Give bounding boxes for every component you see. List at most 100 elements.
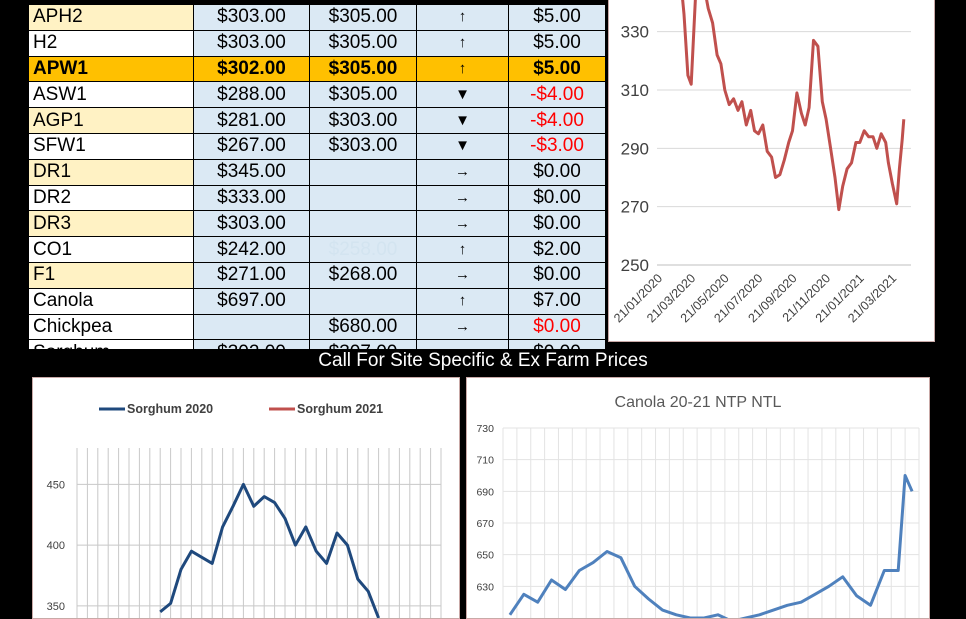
price-change: $0.00 — [508, 184, 606, 212]
offer-price: $305.00 — [309, 55, 417, 83]
trend-arrow: ↑ — [416, 4, 509, 31]
commodity-name: DR2 — [28, 184, 194, 212]
trend-arrow: ↑ — [416, 55, 509, 83]
commodity-name: F1 — [28, 261, 194, 289]
price-row: Canola $697.00 ↑ $7.00 — [28, 287, 606, 315]
commodity-name: Canola — [28, 287, 194, 315]
y-tick-label: 630 — [476, 581, 494, 593]
y-tick-label: 350 — [47, 601, 65, 613]
trend-arrow: → — [416, 184, 509, 212]
commodity-name: CO1 — [28, 236, 194, 263]
commodity-name: SFW1 — [28, 132, 194, 160]
y-tick-label: 450 — [47, 479, 65, 491]
price-row: AGP1 $281.00 $303.00 ▼ -$4.00 — [28, 107, 606, 134]
y-tick-label: 710 — [476, 455, 494, 467]
price-row: DR1 $345.00 → $0.00 — [28, 158, 606, 186]
bid-price: $303.00 — [193, 29, 310, 57]
price-history-chart: 25027029031033035037021/01/202021/03/202… — [611, 0, 911, 325]
legend-label: Sorghum 2020 — [127, 402, 213, 416]
commodity-name: AGP1 — [28, 107, 194, 134]
bid-price: $271.00 — [193, 261, 310, 289]
bid-price: $345.00 — [193, 158, 310, 186]
trend-arrow: ▼ — [416, 81, 509, 109]
offer-price: $305.00 — [309, 4, 417, 31]
commodity-name: APH2 — [28, 4, 194, 31]
price-change: $0.00 — [508, 158, 606, 186]
site-specific-banner: Call For Site Specific & Ex Farm Prices — [28, 349, 938, 373]
offer-price: $268.00 — [309, 261, 417, 289]
y-tick-label: 330 — [621, 23, 649, 42]
trend-arrow: → — [416, 158, 509, 186]
price-chart-panel: 25027029031033035037021/01/202021/03/202… — [608, 0, 935, 342]
commodity-name: ASW1 — [28, 81, 194, 109]
y-tick-label: 270 — [621, 198, 649, 217]
sorghum-chart-panel: 350 400 450 Sorghum 2020 Sorghum 2021 — [32, 377, 460, 619]
price-change: -$4.00 — [508, 81, 606, 109]
trend-arrow: → — [416, 313, 509, 341]
price-change: $5.00 — [508, 29, 606, 57]
bid-price: $302.00 — [193, 55, 310, 83]
bid-price: $697.00 — [193, 287, 310, 315]
trend-arrow: ↑ — [416, 29, 509, 57]
y-tick-label: 400 — [47, 540, 65, 552]
price-change: $5.00 — [508, 55, 606, 83]
price-change: -$3.00 — [508, 132, 606, 160]
trend-arrow: ▼ — [416, 132, 509, 160]
offer-price: $680.00 — [309, 313, 417, 341]
price-row: SFW1 $267.00 $303.00 ▼ -$3.00 — [28, 132, 606, 160]
sorghum-series-line — [159, 482, 380, 618]
offer-price — [309, 158, 417, 186]
offer-price: $303.00 — [309, 132, 417, 160]
price-row: CO1 $242.00 $258.00 ↑ $2.00 — [28, 236, 606, 263]
trend-arrow: ↑ — [416, 287, 509, 315]
price-row: ASW1 $288.00 $305.00 ▼ -$4.00 — [28, 81, 606, 109]
bid-price: $242.00 — [193, 236, 310, 263]
canola-chart-panel: Canola 20-21 NTP NTL 630 650 670 690 710 730 — [466, 377, 930, 619]
bid-price: $281.00 — [193, 107, 310, 134]
trend-arrow: ▼ — [416, 107, 509, 134]
bid-price — [193, 313, 310, 341]
offer-price — [309, 184, 417, 212]
price-change: -$4.00 — [508, 107, 606, 134]
y-tick-label: 290 — [621, 139, 649, 158]
offer-price: $305.00 — [309, 29, 417, 57]
trend-arrow: → — [416, 261, 509, 289]
offer-price — [309, 287, 417, 315]
price-row: DR3 $303.00 → $0.00 — [28, 210, 606, 238]
price-row: APW1 $302.00 $305.00 ↑ $5.00 — [28, 55, 606, 83]
y-tick-label: 670 — [476, 518, 494, 530]
offer-price: $305.00 — [309, 81, 417, 109]
bid-price: $303.00 — [193, 4, 310, 31]
commodity-name: DR1 — [28, 158, 194, 186]
trend-arrow: → — [416, 210, 509, 238]
price-row: DR2 $333.00 → $0.00 — [28, 184, 606, 212]
offer-price — [309, 210, 417, 238]
price-row: F1 $271.00 $268.00 → $0.00 — [28, 261, 606, 289]
offer-price: $258.00 — [309, 236, 417, 263]
price-row: Chickpea $680.00 → $0.00 — [28, 313, 606, 341]
chart-title: Canola 20-21 NTP NTL — [615, 394, 782, 411]
canola-chart: Canola 20-21 NTP NTL 630 650 670 690 710 730 — [476, 394, 920, 618]
commodity-name: DR3 — [28, 210, 194, 238]
legend-label: Sorghum 2021 — [297, 402, 383, 416]
trend-arrow: ↑ — [416, 236, 509, 263]
commodity-name: H2 — [28, 29, 194, 57]
price-row: APH2 $303.00 $305.00 ↑ $5.00 — [28, 4, 606, 31]
bid-price: $288.00 — [193, 81, 310, 109]
y-tick-label: 310 — [621, 81, 649, 100]
price-change: $2.00 — [508, 236, 606, 263]
price-change: $0.00 — [508, 313, 606, 341]
y-tick-label: 690 — [476, 486, 494, 498]
bid-price: $267.00 — [193, 132, 310, 160]
bid-price: $333.00 — [193, 184, 310, 212]
bid-price: $303.00 — [193, 210, 310, 238]
y-tick-label: 250 — [621, 256, 649, 275]
price-series-line — [681, 0, 906, 212]
y-tick-label: 730 — [476, 423, 494, 435]
price-table: APH2 $303.00 $305.00 ↑ $5.00 H2 $303.00 $305.00… — [28, 4, 606, 367]
offer-price: $303.00 — [309, 107, 417, 134]
price-change: $0.00 — [508, 261, 606, 289]
price-change: $7.00 — [508, 287, 606, 315]
price-change: $5.00 — [508, 4, 606, 31]
commodity-name: APW1 — [28, 55, 194, 83]
